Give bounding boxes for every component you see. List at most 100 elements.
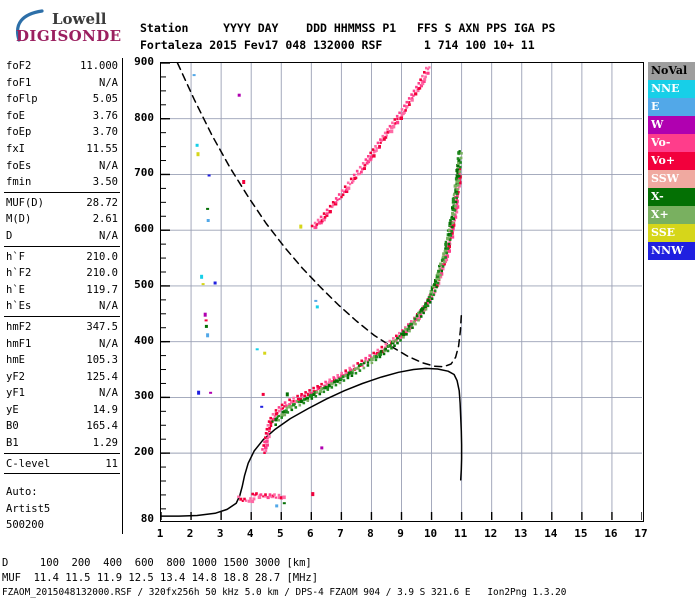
echo-point <box>326 388 330 391</box>
param-row-foe: foE 3.76 <box>4 108 122 125</box>
echo-point <box>279 496 283 500</box>
echo-point <box>326 385 330 389</box>
echo-point <box>337 376 340 379</box>
legend-item-ssw[interactable]: SSW <box>648 170 695 188</box>
echo-point <box>275 417 279 420</box>
echo-point <box>367 155 370 158</box>
echo-point <box>453 209 457 212</box>
echo-point <box>352 173 356 177</box>
trace-x-trace-x-x-green- <box>271 150 463 426</box>
echo-point <box>383 131 387 135</box>
echo-point <box>334 377 337 380</box>
param-row-yf2: yF2 125.4 <box>4 369 122 386</box>
echo-point <box>375 149 378 152</box>
echo-point <box>291 403 295 407</box>
echo-point <box>313 221 317 225</box>
legend-item-nne[interactable]: NNE <box>648 80 695 98</box>
legend-item-noval[interactable]: NoVal <box>648 62 695 80</box>
echo-point <box>292 396 295 400</box>
echo-point <box>411 96 414 99</box>
noise-point <box>206 219 210 222</box>
echo-point <box>459 161 462 164</box>
echo-point <box>421 74 424 78</box>
param-group-divider <box>4 452 120 454</box>
noise-point <box>237 93 241 97</box>
echo-point <box>429 290 433 294</box>
echo-point <box>283 413 287 417</box>
echo-point <box>445 258 449 262</box>
y-axis-tick-label: 800 <box>134 110 154 124</box>
noise-point <box>261 392 265 396</box>
echo-point <box>425 66 428 70</box>
ionogram-plot-area[interactable] <box>160 62 644 522</box>
echo-point <box>346 181 350 185</box>
echo-point <box>454 189 458 194</box>
echo-point <box>351 369 355 372</box>
echo-point <box>419 313 422 317</box>
echo-point <box>280 413 284 417</box>
echo-point <box>274 409 278 412</box>
legend-item-vo[interactable]: Vo+ <box>648 152 695 170</box>
echo-point <box>423 305 427 309</box>
echo-point <box>457 177 460 180</box>
footer-muf-row: MUF 11.4 11.5 11.9 12.5 13.4 14.8 18.8 2… <box>2 571 319 584</box>
echo-point <box>337 193 341 196</box>
echo-point <box>418 87 422 90</box>
echo-point <box>410 320 413 323</box>
y-axis-tick-label: 700 <box>134 166 154 180</box>
param-row-foes: foEs N/A <box>4 158 122 175</box>
echo-point <box>367 359 369 362</box>
param-row-fxi: fxI 11.55 <box>4 141 122 158</box>
legend-item-x[interactable]: X+ <box>648 206 695 224</box>
echo-point <box>342 374 345 377</box>
header-values-row: Fortaleza 2015 Fev17 048 132000 RSF 1 71… <box>140 38 535 52</box>
echo-point <box>268 493 272 496</box>
echo-point <box>318 392 322 396</box>
echo-point <box>412 89 416 93</box>
legend-item-x[interactable]: X- <box>648 188 695 206</box>
legend-item-e[interactable]: E <box>648 98 695 116</box>
legend-item-w[interactable]: W <box>648 116 695 134</box>
param-key: h`F2 <box>6 267 32 280</box>
echo-point <box>458 165 462 169</box>
legend-item-vo[interactable]: Vo- <box>648 134 695 152</box>
echo-point <box>378 350 381 353</box>
param-key: foF1 <box>6 76 32 89</box>
echo-point <box>436 272 440 276</box>
echo-point <box>304 391 307 394</box>
echo-point <box>411 326 414 329</box>
echo-point <box>334 379 338 383</box>
echo-point <box>452 196 455 199</box>
echo-point <box>296 397 300 401</box>
legend-item-nnw[interactable]: NNW <box>648 242 695 260</box>
echo-point <box>435 274 440 278</box>
echo-point <box>357 364 361 367</box>
echo-point <box>325 382 329 386</box>
param-value: 119.7 <box>86 283 118 296</box>
echo-point <box>426 301 429 304</box>
legend-item-sse[interactable]: SSE <box>648 224 695 242</box>
echo-point <box>390 346 393 350</box>
param-value: 210.0 <box>86 267 118 280</box>
echo-point <box>426 304 430 308</box>
echo-point <box>384 135 388 139</box>
echo-point <box>328 210 332 214</box>
param-key: B1 <box>6 437 19 450</box>
echo-point <box>349 183 352 186</box>
param-value: N/A <box>99 159 118 172</box>
param-key: foFlp <box>6 93 38 106</box>
echo-point <box>257 495 262 499</box>
echo-point <box>438 264 441 268</box>
echo-point <box>361 162 365 165</box>
echo-point <box>432 293 435 297</box>
echo-point <box>378 352 382 356</box>
param-value: 347.5 <box>86 320 118 333</box>
echo-point <box>403 104 406 108</box>
noise-point <box>204 324 208 328</box>
echo-point <box>290 408 294 412</box>
echo-point <box>349 368 353 371</box>
echo-point <box>332 204 335 207</box>
echo-point <box>449 237 452 240</box>
echo-point <box>325 212 329 215</box>
echo-point <box>296 400 299 403</box>
